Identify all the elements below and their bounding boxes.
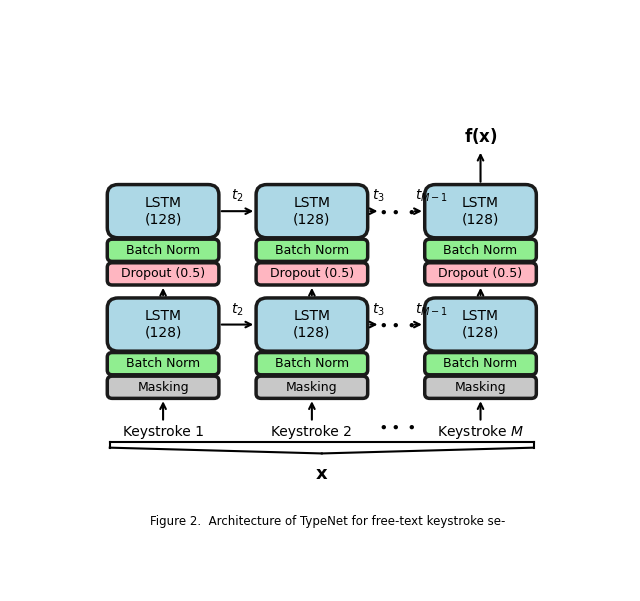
- Text: Batch Norm: Batch Norm: [126, 357, 200, 370]
- Text: $t_2$: $t_2$: [231, 188, 244, 204]
- Text: Masking: Masking: [286, 381, 338, 394]
- Text: Masking: Masking: [137, 381, 189, 394]
- Text: $t_3$: $t_3$: [372, 301, 385, 317]
- Text: Batch Norm: Batch Norm: [444, 357, 518, 370]
- FancyBboxPatch shape: [108, 353, 219, 375]
- Text: LSTM
(128): LSTM (128): [293, 196, 331, 227]
- Text: Keystroke 1: Keystroke 1: [123, 425, 204, 439]
- FancyBboxPatch shape: [108, 376, 219, 398]
- Text: $t_{M-1}$: $t_{M-1}$: [415, 301, 447, 317]
- Text: Batch Norm: Batch Norm: [275, 244, 349, 257]
- Text: Batch Norm: Batch Norm: [275, 357, 349, 370]
- FancyBboxPatch shape: [425, 185, 536, 238]
- Text: $t_2$: $t_2$: [231, 301, 244, 317]
- FancyBboxPatch shape: [425, 376, 536, 398]
- FancyBboxPatch shape: [256, 263, 367, 285]
- Text: Dropout (0.5): Dropout (0.5): [270, 267, 354, 281]
- FancyBboxPatch shape: [256, 353, 367, 375]
- Text: Batch Norm: Batch Norm: [126, 244, 200, 257]
- Text: $t_{M-1}$: $t_{M-1}$: [415, 188, 447, 204]
- FancyBboxPatch shape: [425, 353, 536, 375]
- Text: $\bullet\bullet\bullet$: $\bullet\bullet\bullet$: [378, 419, 415, 434]
- Text: LSTM
(128): LSTM (128): [293, 310, 331, 340]
- FancyBboxPatch shape: [256, 376, 367, 398]
- FancyBboxPatch shape: [108, 239, 219, 261]
- Text: $\bullet\bullet\bullet$: $\bullet\bullet\bullet$: [378, 317, 415, 332]
- Text: Masking: Masking: [454, 381, 506, 394]
- Text: Dropout (0.5): Dropout (0.5): [438, 267, 523, 281]
- Text: Dropout (0.5): Dropout (0.5): [121, 267, 205, 281]
- Text: $t_3$: $t_3$: [372, 188, 385, 204]
- Text: Keystroke 2: Keystroke 2: [271, 425, 352, 439]
- FancyBboxPatch shape: [256, 185, 367, 238]
- Text: $\mathbf{x}$: $\mathbf{x}$: [315, 465, 328, 483]
- FancyBboxPatch shape: [108, 298, 219, 351]
- Text: LSTM
(128): LSTM (128): [145, 310, 182, 340]
- Text: $\mathbf{f(x)}$: $\mathbf{f(x)}$: [464, 126, 497, 146]
- FancyBboxPatch shape: [425, 263, 536, 285]
- FancyBboxPatch shape: [256, 239, 367, 261]
- Text: Batch Norm: Batch Norm: [444, 244, 518, 257]
- Text: Figure 2.  Architecture of TypeNet for free-text keystroke se-: Figure 2. Architecture of TypeNet for fr…: [150, 516, 506, 528]
- Text: Keystroke $M$: Keystroke $M$: [437, 423, 524, 441]
- FancyBboxPatch shape: [425, 239, 536, 261]
- FancyBboxPatch shape: [108, 185, 219, 238]
- Text: LSTM
(128): LSTM (128): [462, 196, 499, 227]
- FancyBboxPatch shape: [425, 298, 536, 351]
- FancyBboxPatch shape: [256, 298, 367, 351]
- Text: LSTM
(128): LSTM (128): [145, 196, 182, 227]
- Text: LSTM
(128): LSTM (128): [462, 310, 499, 340]
- Text: $\bullet\bullet\bullet$: $\bullet\bullet\bullet$: [378, 204, 415, 219]
- FancyBboxPatch shape: [108, 263, 219, 285]
